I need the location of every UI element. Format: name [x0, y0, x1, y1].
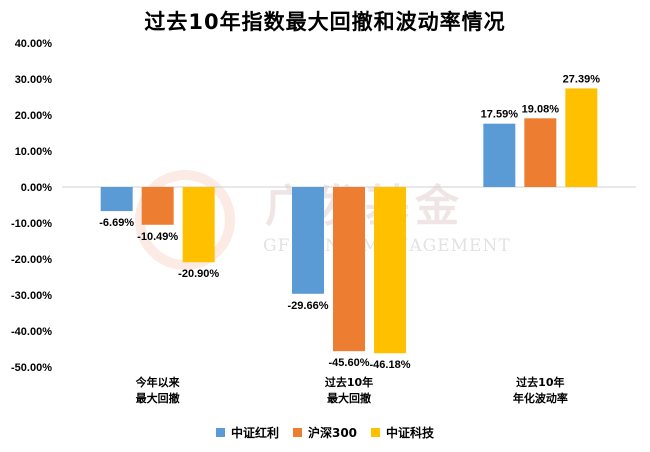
y-tick-label: 20.00% [15, 110, 53, 122]
data-label: -45.60% [329, 357, 370, 369]
bar-1-1 [100, 187, 133, 212]
bar-3-3 [565, 88, 598, 187]
x-category-label: 过去10年 [516, 375, 564, 389]
data-label: -10.49% [137, 231, 178, 243]
y-tick-label: 10.00% [15, 146, 53, 158]
y-tick-label: 40.00% [15, 38, 53, 50]
bar-2-2 [333, 187, 365, 352]
data-label: 19.08% [522, 103, 560, 115]
y-tick-label: -30.00% [11, 290, 52, 302]
data-label: -20.90% [178, 268, 219, 280]
data-label: 17.59% [481, 109, 519, 121]
legend-label-2: 沪深300 [307, 426, 358, 440]
legend-swatch-2 [292, 428, 302, 437]
y-tick-label: 0.00% [21, 182, 52, 194]
legend-label-3: 中证科技 [386, 426, 435, 440]
bar-3-2 [374, 187, 406, 354]
data-label: 27.39% [563, 73, 601, 85]
data-label: -46.18% [370, 359, 411, 371]
bar-2-3 [524, 118, 557, 187]
y-tick-label: -20.00% [11, 254, 52, 266]
legend-item-1: 中证红利 [215, 424, 279, 441]
x-category-label: 过去10年 [325, 375, 373, 389]
y-tick-label: -10.00% [11, 218, 52, 230]
legend-label-1: 中证红利 [230, 426, 279, 440]
bar-2-1 [141, 187, 174, 225]
data-label: -6.69% [99, 217, 134, 229]
legend-swatch-3 [371, 428, 381, 437]
x-category-label: 年化波动率 [513, 391, 568, 405]
bar-chart: 40.00% 30.00% 20.00% 10.00% 0.00% -10.00% -20.… [11, 38, 636, 405]
legend-swatch-1 [215, 428, 225, 437]
x-category-label: 今年以来 [135, 375, 181, 389]
data-label: -29.66% [288, 300, 329, 312]
x-category-label: 最大回撤 [136, 391, 180, 405]
y-tick-label: -50.00% [11, 362, 52, 374]
bar-3-1 [182, 187, 215, 263]
y-tick-label: 30.00% [15, 74, 53, 86]
y-tick-label: -40.00% [11, 326, 52, 338]
bar-1-2 [292, 187, 324, 294]
legend-item-2: 沪深300 [292, 424, 358, 441]
x-category-label: 最大回撤 [327, 391, 371, 405]
legend-item-3: 中证科技 [371, 424, 434, 441]
legend: 中证红利 沪深300 中证科技 [0, 424, 650, 441]
bar-1-3 [483, 123, 516, 187]
chart-title: 过去10年指数最大回撤和波动率情况 [144, 10, 506, 34]
